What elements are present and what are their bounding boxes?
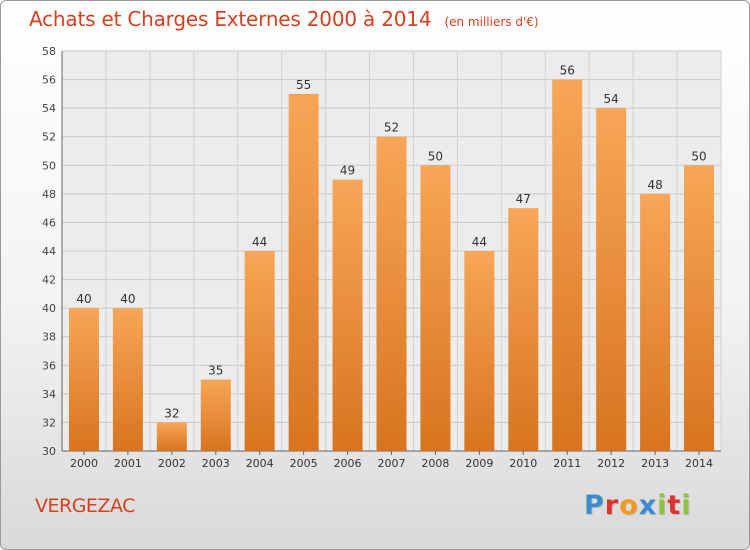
y-tick-label: 30 xyxy=(42,445,56,458)
bar xyxy=(68,308,99,451)
data-label: 52 xyxy=(384,121,399,135)
y-tick-label: 32 xyxy=(42,416,56,429)
bar xyxy=(552,79,583,452)
logo-letter: t xyxy=(667,490,682,521)
y-tick-label: 54 xyxy=(42,102,56,115)
data-label: 56 xyxy=(560,64,575,78)
bar xyxy=(640,193,671,451)
data-label: 55 xyxy=(296,78,311,92)
bar xyxy=(596,108,627,452)
y-tick-label: 38 xyxy=(42,331,56,344)
x-tick-label: 2014 xyxy=(685,457,713,470)
logo-letter: o xyxy=(619,490,639,521)
x-tick-label: 2003 xyxy=(202,457,230,470)
logo-letter: r xyxy=(604,490,620,521)
logo-letter: x xyxy=(638,490,658,521)
x-tick-label: 2006 xyxy=(334,457,362,470)
x-tick-label: 2010 xyxy=(509,457,537,470)
bar xyxy=(156,422,187,451)
bar xyxy=(200,379,231,451)
data-label: 47 xyxy=(516,192,531,206)
logo-letter: i xyxy=(681,490,692,521)
x-tick-label: 2000 xyxy=(70,457,98,470)
x-tick-label: 2011 xyxy=(553,457,581,470)
bar xyxy=(376,136,407,451)
x-tick-label: 2007 xyxy=(378,457,406,470)
data-label: 54 xyxy=(604,92,619,106)
chart-unit: (en milliers d'€) xyxy=(444,15,539,29)
y-tick-label: 50 xyxy=(42,159,56,172)
data-label: 35 xyxy=(208,364,223,378)
y-tick-label: 36 xyxy=(42,359,56,372)
bar xyxy=(288,93,319,451)
bar xyxy=(112,308,143,451)
x-tick-label: 2004 xyxy=(246,457,274,470)
bar xyxy=(420,165,451,452)
y-tick-label: 44 xyxy=(42,245,56,258)
label-layer: 40 40 32 35 44 55 49 52 50 44 47 56 54 48 50 xyxy=(76,64,706,421)
x-tick-label: 2002 xyxy=(158,457,186,470)
bar xyxy=(508,208,539,451)
x-tick-label: 2005 xyxy=(290,457,318,470)
y-tick-label: 40 xyxy=(42,302,56,315)
x-tick-label: 2013 xyxy=(641,457,669,470)
y-tick-label: 46 xyxy=(42,216,56,229)
data-label: 49 xyxy=(340,164,355,178)
data-label: 40 xyxy=(120,292,135,306)
chart-title: Achats et Charges Externes 2000 à 2014 xyxy=(29,7,432,31)
bar-layer xyxy=(68,79,715,452)
logo-letter: P xyxy=(584,490,605,521)
bar xyxy=(684,165,715,452)
y-tick-label: 52 xyxy=(42,131,56,144)
y-tick-label: 58 xyxy=(42,45,56,58)
bar xyxy=(464,251,495,451)
x-tick-label: 2008 xyxy=(421,457,449,470)
y-tick-label: 56 xyxy=(42,74,56,87)
bar xyxy=(244,251,275,451)
bar xyxy=(332,179,363,452)
data-label: 48 xyxy=(647,178,662,192)
x-tick-label: 2012 xyxy=(597,457,625,470)
y-tick-label: 48 xyxy=(42,188,56,201)
data-label: 44 xyxy=(472,235,487,249)
proxiti-logo[interactable]: Proxiti xyxy=(584,490,692,521)
data-label: 32 xyxy=(164,406,179,420)
logo-letter: i xyxy=(657,490,668,521)
data-label: 40 xyxy=(76,292,91,306)
town-name: VERGEZAC xyxy=(35,495,135,517)
x-tick-label: 2001 xyxy=(114,457,142,470)
x-tick-label: 2009 xyxy=(465,457,493,470)
data-label: 50 xyxy=(428,149,443,163)
y-tick-label: 34 xyxy=(42,388,56,401)
title-row: Achats et Charges Externes 2000 à 2014 (… xyxy=(29,7,539,31)
data-label: 50 xyxy=(691,149,706,163)
y-tick-label: 42 xyxy=(42,274,56,287)
data-label: 44 xyxy=(252,235,267,249)
